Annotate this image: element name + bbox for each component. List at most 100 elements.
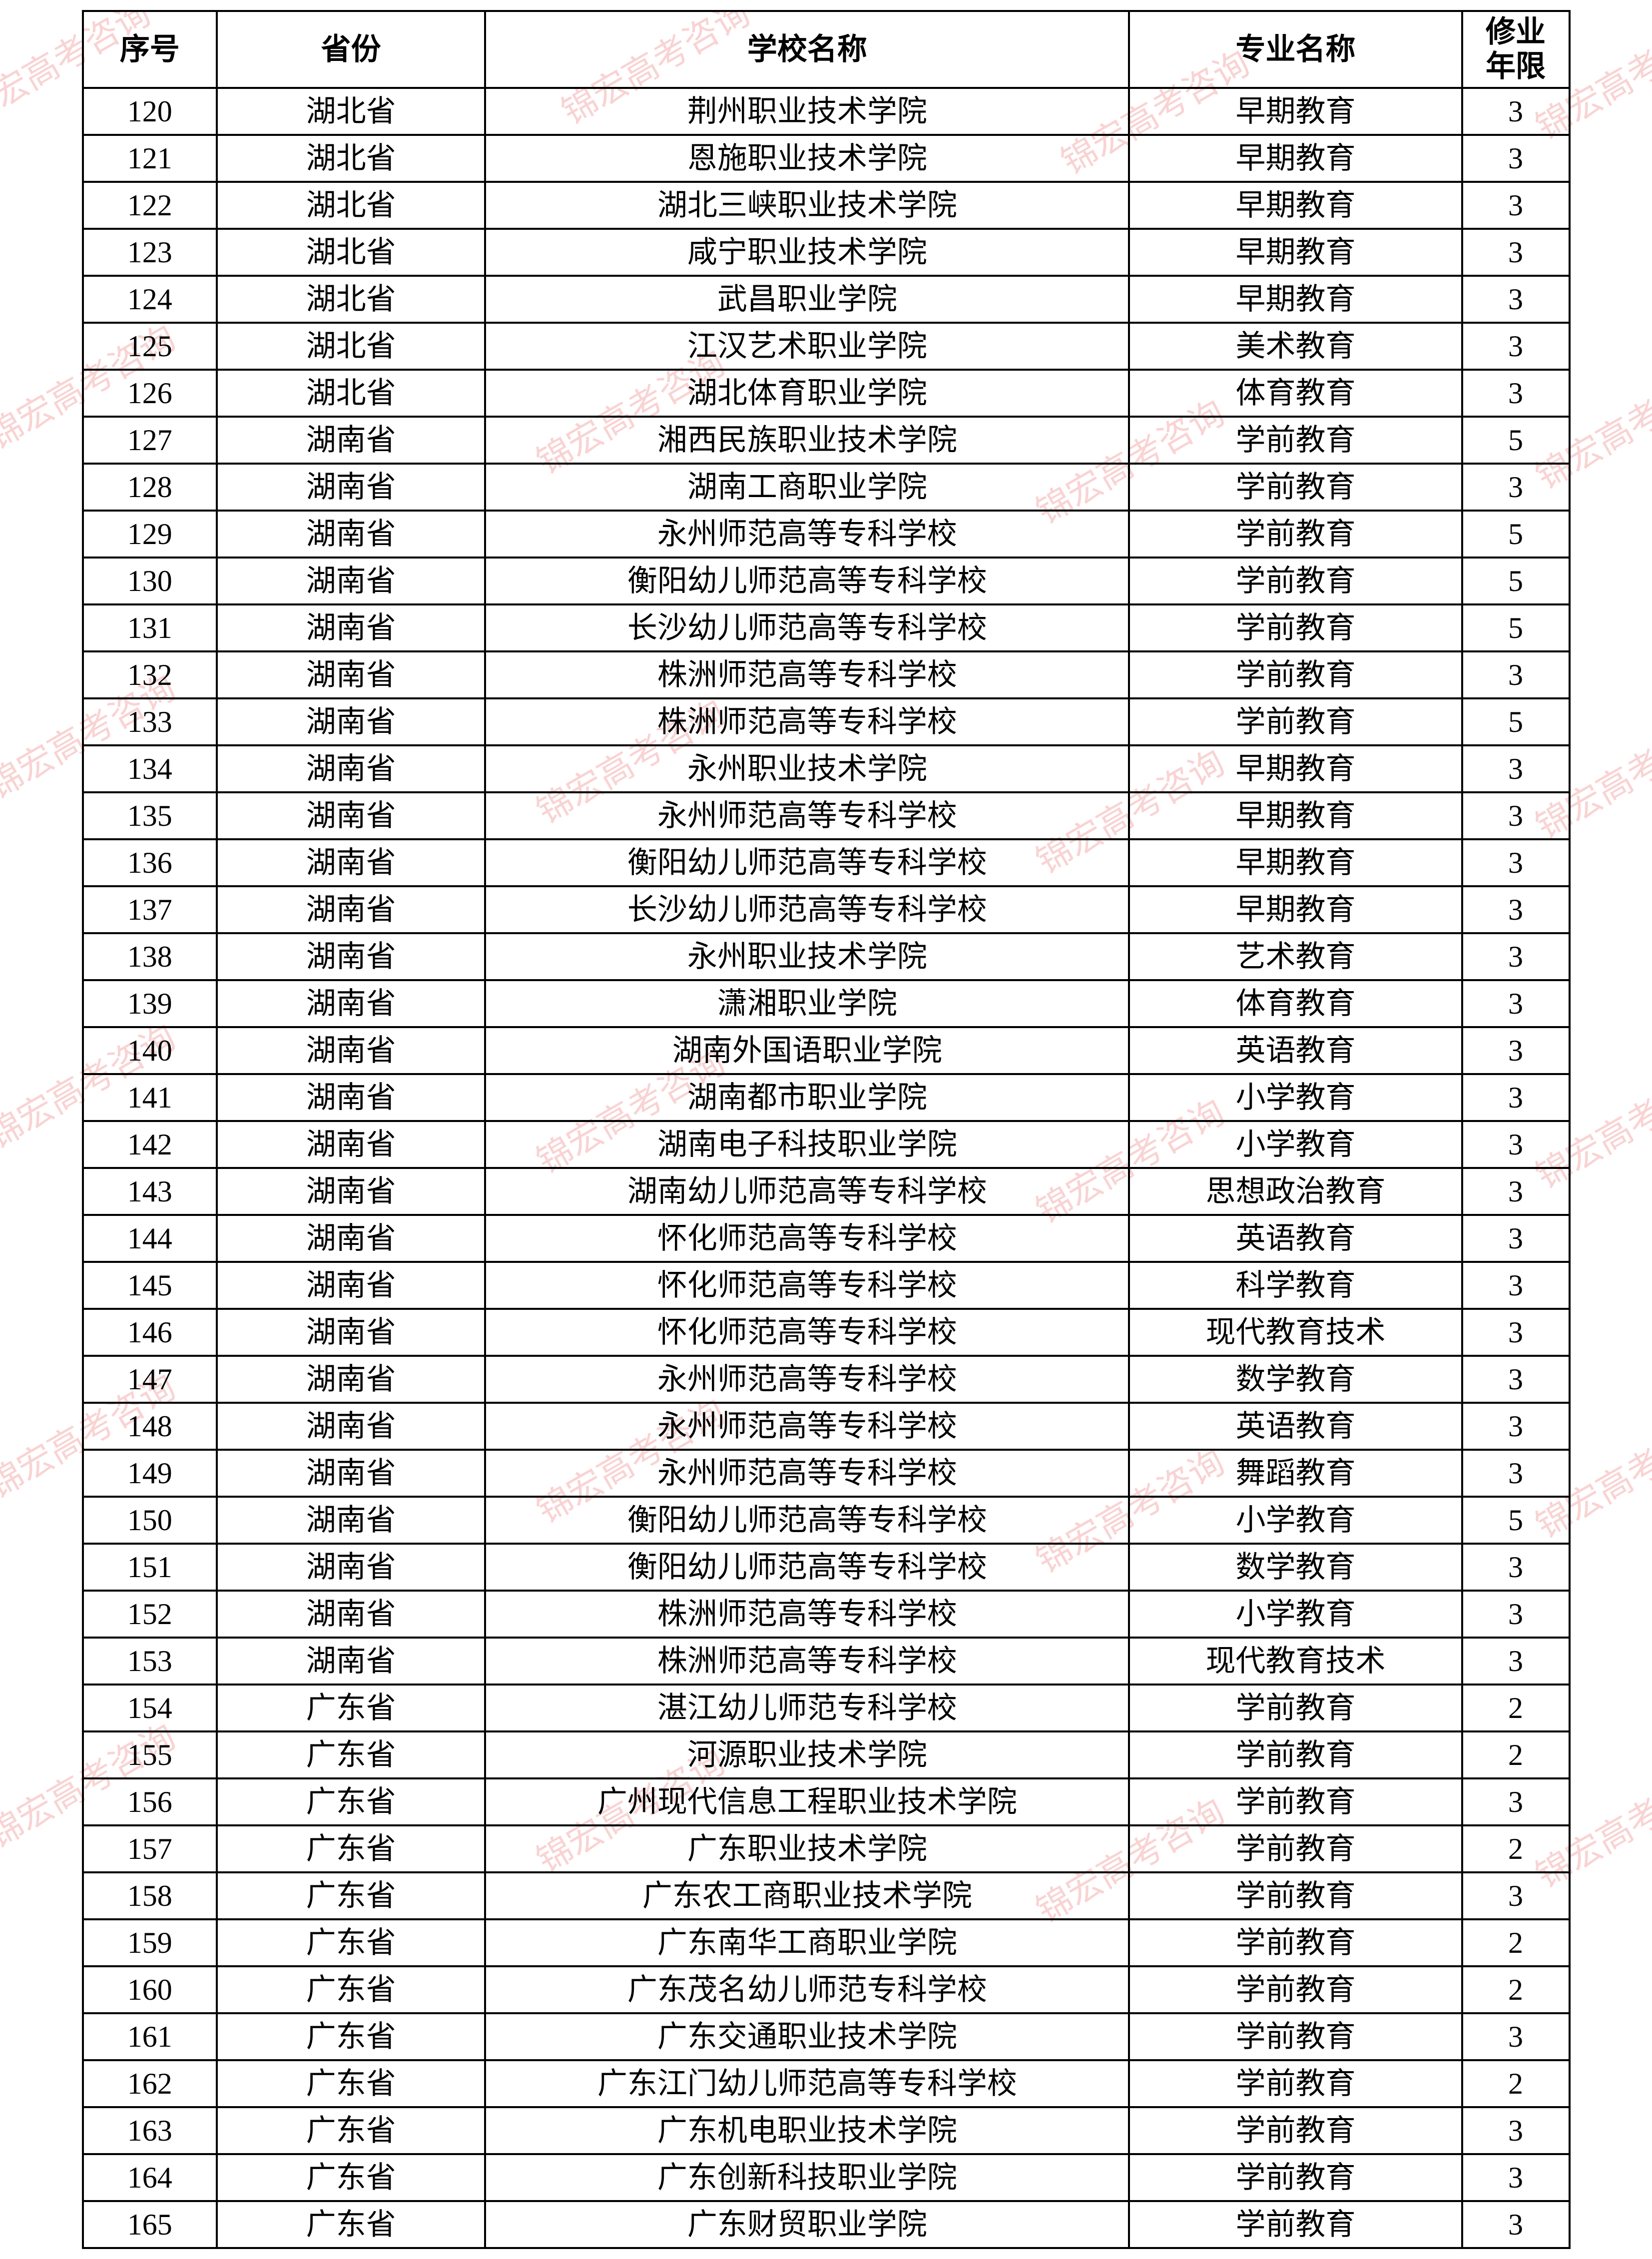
- table-cell: 138: [83, 933, 217, 980]
- table-cell: 学前教育: [1129, 464, 1462, 511]
- table-cell: 128: [83, 464, 217, 511]
- table-cell: 湖北省: [217, 370, 485, 417]
- table-row: 138湖南省永州职业技术学院艺术教育3: [83, 933, 1570, 980]
- header-province: 省份: [217, 11, 485, 88]
- table-cell: 2: [1462, 1685, 1570, 1731]
- table-cell: 广东财贸职业学院: [485, 2201, 1129, 2248]
- table-cell: 湖南省: [217, 792, 485, 839]
- table-cell: 早期教育: [1129, 88, 1462, 135]
- table-row: 123湖北省咸宁职业技术学院早期教育3: [83, 229, 1570, 276]
- table-cell: 120: [83, 88, 217, 135]
- table-cell: 湖南省: [217, 1403, 485, 1450]
- table-cell: 现代教育技术: [1129, 1309, 1462, 1356]
- table-cell: 湖南省: [217, 1638, 485, 1685]
- table-row: 121湖北省恩施职业技术学院早期教育3: [83, 135, 1570, 182]
- table-cell: 124: [83, 276, 217, 323]
- table-cell: 湖南省: [217, 1074, 485, 1121]
- table-cell: 2: [1462, 1731, 1570, 1778]
- table-cell: 2: [1462, 1966, 1570, 2013]
- table-row: 157广东省广东职业技术学院学前教育2: [83, 1825, 1570, 1872]
- table-row: 132湖南省株洲师范高等专科学校学前教育3: [83, 651, 1570, 698]
- header-index: 序号: [83, 11, 217, 88]
- table-cell: 广东省: [217, 2154, 485, 2201]
- table-cell: 湖北体育职业学院: [485, 370, 1129, 417]
- table-cell: 小学教育: [1129, 1591, 1462, 1638]
- table-row: 161广东省广东交通职业技术学院学前教育3: [83, 2013, 1570, 2060]
- table-cell: 学前教育: [1129, 2013, 1462, 2060]
- table-cell: 湖北省: [217, 135, 485, 182]
- table-cell: 广州现代信息工程职业技术学院: [485, 1778, 1129, 1825]
- table-cell: 美术教育: [1129, 323, 1462, 370]
- table-row: 136湖南省衡阳幼儿师范高等专科学校早期教育3: [83, 839, 1570, 886]
- table-cell: 3: [1462, 1544, 1570, 1591]
- table-cell: 株洲师范高等专科学校: [485, 698, 1129, 745]
- table-cell: 3: [1462, 1168, 1570, 1215]
- table-cell: 143: [83, 1168, 217, 1215]
- table-row: 133湖南省株洲师范高等专科学校学前教育5: [83, 698, 1570, 745]
- table-cell: 湖北省: [217, 323, 485, 370]
- table-cell: 学前教育: [1129, 1685, 1462, 1731]
- table-cell: 3: [1462, 745, 1570, 792]
- table-cell: 早期教育: [1129, 276, 1462, 323]
- table-cell: 3: [1462, 1872, 1570, 1919]
- table-row: 164广东省广东创新科技职业学院学前教育3: [83, 2154, 1570, 2201]
- table-cell: 湖南省: [217, 511, 485, 558]
- table-cell: 133: [83, 698, 217, 745]
- table-cell: 123: [83, 229, 217, 276]
- table-cell: 湖南省: [217, 1309, 485, 1356]
- table-cell: 广东机电职业技术学院: [485, 2107, 1129, 2154]
- table-cell: 151: [83, 1544, 217, 1591]
- table-cell: 英语教育: [1129, 1403, 1462, 1450]
- table-cell: 3: [1462, 370, 1570, 417]
- table-header-row: 序号 省份 学校名称 专业名称 修业 年限: [83, 11, 1570, 88]
- table-cell: 127: [83, 417, 217, 464]
- table-cell: 5: [1462, 417, 1570, 464]
- table-cell: 3: [1462, 1778, 1570, 1825]
- table-row: 140湖南省湖南外国语职业学院英语教育3: [83, 1027, 1570, 1074]
- table-cell: 广东省: [217, 1966, 485, 2013]
- table-cell: 永州师范高等专科学校: [485, 792, 1129, 839]
- table-cell: 现代教育技术: [1129, 1638, 1462, 1685]
- table-cell: 长沙幼儿师范高等专科学校: [485, 604, 1129, 651]
- table-cell: 155: [83, 1731, 217, 1778]
- table-cell: 3: [1462, 886, 1570, 933]
- table-cell: 舞蹈教育: [1129, 1450, 1462, 1497]
- table-cell: 湛江幼儿师范专科学校: [485, 1685, 1129, 1731]
- table-cell: 早期教育: [1129, 839, 1462, 886]
- table-cell: 学前教育: [1129, 1778, 1462, 1825]
- table-cell: 146: [83, 1309, 217, 1356]
- table-cell: 160: [83, 1966, 217, 2013]
- table-cell: 164: [83, 2154, 217, 2201]
- table-cell: 湖南省: [217, 933, 485, 980]
- table-row: 155广东省河源职业技术学院学前教育2: [83, 1731, 1570, 1778]
- table-cell: 衡阳幼儿师范高等专科学校: [485, 1497, 1129, 1544]
- table-cell: 162: [83, 2060, 217, 2107]
- table-cell: 学前教育: [1129, 511, 1462, 558]
- table-cell: 135: [83, 792, 217, 839]
- table-cell: 3: [1462, 1450, 1570, 1497]
- table-cell: 怀化师范高等专科学校: [485, 1309, 1129, 1356]
- table-cell: 永州师范高等专科学校: [485, 1356, 1129, 1403]
- table-row: 139湖南省潇湘职业学院体育教育3: [83, 980, 1570, 1027]
- table-cell: 湖南省: [217, 558, 485, 604]
- table-cell: 3: [1462, 651, 1570, 698]
- table-cell: 153: [83, 1638, 217, 1685]
- table-row: 125湖北省江汉艺术职业学院美术教育3: [83, 323, 1570, 370]
- table-cell: 株洲师范高等专科学校: [485, 1638, 1129, 1685]
- table-cell: 湖南电子科技职业学院: [485, 1121, 1129, 1168]
- table-cell: 3: [1462, 135, 1570, 182]
- table-cell: 小学教育: [1129, 1497, 1462, 1544]
- table-cell: 3: [1462, 2013, 1570, 2060]
- table-cell: 湖南省: [217, 651, 485, 698]
- header-major: 专业名称: [1129, 11, 1462, 88]
- table-cell: 广东省: [217, 2013, 485, 2060]
- table-cell: 学前教育: [1129, 651, 1462, 698]
- table-cell: 2: [1462, 2060, 1570, 2107]
- table-cell: 158: [83, 1872, 217, 1919]
- table-row: 162广东省广东江门幼儿师范高等专科学校学前教育2: [83, 2060, 1570, 2107]
- table-cell: 湖南省: [217, 980, 485, 1027]
- table-cell: 3: [1462, 1638, 1570, 1685]
- table-cell: 咸宁职业技术学院: [485, 229, 1129, 276]
- table-row: 156广东省广州现代信息工程职业技术学院学前教育3: [83, 1778, 1570, 1825]
- table-cell: 学前教育: [1129, 1919, 1462, 1966]
